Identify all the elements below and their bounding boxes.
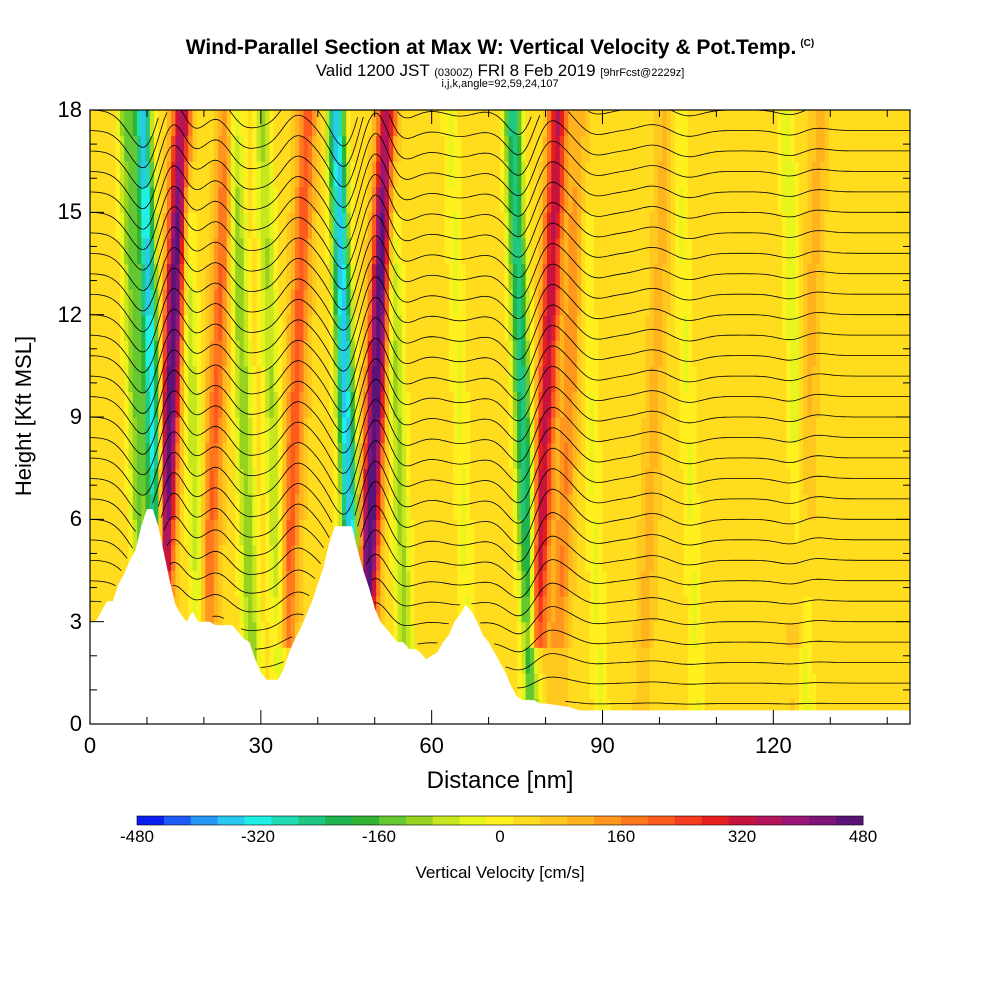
theta-contour	[90, 235, 910, 312]
colorbar-swatch	[621, 816, 649, 825]
colorbar-tick-label: -160	[361, 827, 397, 846]
theta-contour	[565, 700, 910, 705]
colorbar-swatch	[836, 816, 864, 825]
theta-contour	[90, 529, 910, 581]
theta-contour	[90, 214, 910, 291]
chart-subtitle-indices: i,j,k,angle=92,59,24,107	[441, 78, 559, 90]
colorbar-swatch	[459, 816, 487, 825]
theta-contour	[90, 505, 910, 563]
theta-contour	[90, 255, 910, 332]
colorbar-label: Vertical Velocity [cm/s]	[415, 863, 585, 882]
colorbar-swatch	[271, 816, 299, 825]
theta-contour	[212, 602, 910, 635]
theta-contour	[90, 419, 910, 496]
x-tick-label: 60	[419, 733, 444, 758]
theta-contour	[90, 460, 910, 532]
theta-contour	[90, 337, 910, 414]
axes	[89, 109, 911, 725]
x-tick-label: 120	[754, 733, 792, 758]
theta-contours	[90, 110, 910, 705]
chart-title: Wind-Parallel Section at Max W: Vertical…	[0, 36, 1000, 60]
colorbar-swatch	[325, 816, 353, 825]
colorbar-swatch	[594, 816, 622, 825]
colorbar-swatch	[137, 816, 165, 825]
y-tick-label: 0	[69, 711, 82, 736]
theta-contour	[90, 194, 910, 271]
theta-contour	[90, 553, 910, 599]
subtitle-valid: Valid 1200 JST	[315, 61, 430, 80]
chart-subtitle: Valid 1200 JST (0300Z) FRI 8 Feb 2019 [9…	[0, 61, 1000, 81]
theta-contour	[260, 653, 910, 671]
colorbar-swatch	[244, 816, 272, 825]
subtitle-utc: (0300Z)	[434, 67, 473, 79]
colorbar-swatch	[701, 816, 729, 825]
colorbar-swatch	[540, 816, 568, 825]
theta-contour	[90, 112, 910, 189]
colorbar-swatch	[782, 816, 810, 825]
colorbar-tick-label: 320	[727, 827, 757, 846]
colorbar-swatch	[809, 816, 837, 825]
theta-contour	[90, 296, 910, 373]
theta-contour	[90, 276, 910, 353]
colorbar-swatch	[755, 816, 783, 825]
y-tick-label: 18	[57, 97, 82, 122]
colorbar-tick-label: -480	[119, 827, 155, 846]
y-tick-label: 3	[69, 608, 82, 634]
colorbar-swatch	[674, 816, 703, 825]
colorbar-swatch	[513, 816, 541, 825]
colorbar-swatch	[486, 816, 514, 825]
colorbar-swatch	[647, 816, 676, 825]
y-tick-label: 15	[57, 199, 82, 225]
y-tick-label: 12	[57, 301, 82, 327]
theta-contour	[90, 378, 910, 455]
theta-contour	[90, 358, 910, 435]
x-tick-label: 0	[83, 733, 97, 758]
colorbar-frame	[136, 815, 864, 826]
colorbar-swatch	[567, 816, 595, 825]
colorbar-swatch	[163, 816, 192, 825]
colorbar-swatch	[217, 816, 245, 825]
y-tick-label: 9	[69, 404, 82, 429]
colorbar-swatch	[298, 816, 326, 825]
theta-contour	[90, 133, 910, 209]
x-tick-label: 90	[590, 733, 615, 758]
theta-contour	[90, 110, 910, 169]
y-tick-label: 6	[69, 506, 82, 532]
colorbar	[136, 815, 864, 826]
subtitle-fcst: [9hrFcst@2229z]	[600, 67, 685, 79]
contour-lines	[90, 110, 910, 705]
colorbar-tick-label: -320	[240, 827, 276, 846]
colorbar-swatch	[432, 816, 461, 825]
theta-contour	[90, 440, 910, 516]
colorbar-swatch	[405, 816, 434, 825]
theta-contour	[517, 676, 910, 689]
x-tick-label: 30	[248, 733, 274, 758]
colorbar-swatch	[352, 816, 380, 825]
theta-contour	[255, 629, 910, 653]
theta-contour	[90, 578, 910, 617]
subtitle-date: FRI 8 Feb 2019	[477, 61, 596, 80]
theta-contour	[90, 153, 910, 230]
chart-title-unit: (C)	[800, 38, 815, 49]
colorbar-swatch	[379, 816, 407, 825]
terrain	[90, 509, 910, 724]
colorbar-tick-label: 0	[495, 827, 505, 846]
colorbar-tick-label: 160	[606, 827, 636, 846]
colorbar-swatch	[728, 816, 756, 825]
y-axis-label: Height [Kft MSL]	[11, 335, 36, 497]
colorbar-tick-label: 480	[848, 827, 878, 846]
theta-contour	[90, 317, 910, 394]
theta-contour	[90, 174, 910, 250]
colorbar-swatch	[190, 816, 219, 825]
terrain-mask	[90, 509, 910, 724]
x-axis-label: Distance [nm]	[426, 767, 574, 794]
theta-contour	[90, 110, 805, 148]
chart-title-text: Wind-Parallel Section at Max W: Vertical…	[185, 36, 797, 59]
theta-contour	[90, 399, 910, 476]
